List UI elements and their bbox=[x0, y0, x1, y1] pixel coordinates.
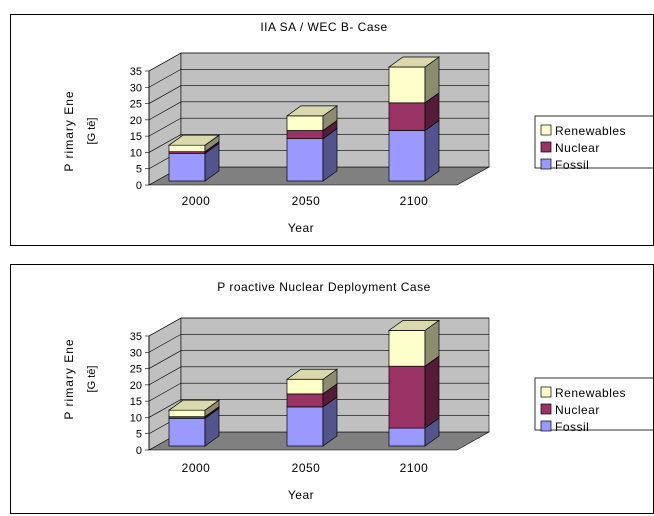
bar-top-2000 bbox=[167, 399, 221, 411]
gridline bbox=[148, 350, 489, 369]
bar-fossil-2050 bbox=[286, 138, 324, 182]
legend-label-fossil: Fossil bbox=[555, 420, 589, 434]
x-axis-label: Year bbox=[288, 488, 314, 502]
gridline bbox=[148, 68, 489, 88]
y-tick-label: 30 bbox=[130, 347, 142, 359]
bar-top-2050 bbox=[285, 368, 339, 380]
gridline bbox=[148, 366, 489, 386]
y-tick-label: 0 bbox=[136, 445, 142, 457]
bar-nuclear-2100 bbox=[388, 365, 426, 429]
legend-box bbox=[534, 115, 653, 169]
y-tick-label: 10 bbox=[130, 412, 142, 424]
chart-proactive-nuclear-svg: P roactive Nuclear Deployment Case 0 5 10 15… bbox=[62, 280, 653, 502]
y-tick-label: 15 bbox=[130, 131, 142, 143]
gridline bbox=[148, 52, 489, 72]
bar-renewables-2050 bbox=[286, 115, 324, 131]
bar-renewables-2100 bbox=[388, 66, 426, 104]
y-tick-label: 25 bbox=[130, 364, 142, 376]
legend-swatch-fossil bbox=[540, 158, 552, 170]
legend-label-renewables: Renewables bbox=[555, 124, 626, 138]
chart-ias-wec-svg: IIA SA / WEC B- Case 0 5 10 15 20 25 30 35 2000 20… bbox=[62, 20, 653, 235]
bar-renewables-2100 bbox=[388, 330, 426, 367]
gridline bbox=[148, 333, 489, 353]
y-tick-label: 20 bbox=[130, 380, 142, 392]
x-tick-label: 2000 bbox=[182, 194, 211, 208]
chart-panel-proactive-nuclear: P roactive Nuclear Deployment Case 0 5 10 15… bbox=[10, 264, 654, 514]
legend-swatch-nuclear bbox=[540, 141, 552, 153]
gridline bbox=[148, 382, 489, 402]
y-tick-label: 35 bbox=[130, 66, 142, 78]
y-tick-label: 30 bbox=[130, 82, 142, 94]
legend-box bbox=[534, 377, 653, 431]
y-tick-label: 10 bbox=[130, 147, 142, 159]
y-tick-label: 20 bbox=[130, 115, 142, 127]
gridline bbox=[148, 399, 489, 418]
bar-top-2100 bbox=[387, 56, 441, 68]
y-tick-label: 5 bbox=[136, 164, 142, 176]
bar-fossil-2000 bbox=[168, 152, 206, 182]
bar-nuclear-2050 bbox=[286, 393, 324, 408]
legend-swatch-nuclear bbox=[540, 403, 552, 415]
bar-fossil-2100 bbox=[388, 427, 426, 447]
gridline bbox=[148, 85, 489, 104]
gridline bbox=[148, 317, 489, 337]
y-tick-label: 0 bbox=[136, 180, 142, 192]
x-tick-label: 2100 bbox=[400, 461, 429, 475]
y-axis-label-line1: P rimary Ene bbox=[62, 338, 76, 419]
bar-fossil-2000 bbox=[168, 417, 206, 447]
gridline bbox=[148, 101, 489, 121]
bar-nuclear-2050 bbox=[286, 130, 324, 140]
x-axis-label: Year bbox=[288, 221, 314, 235]
x-tick-label: 2050 bbox=[292, 194, 321, 208]
chart-title: P roactive Nuclear Deployment Case bbox=[217, 280, 431, 294]
legend-label-nuclear: Nuclear bbox=[555, 141, 600, 155]
bar-side-nuclear-2100 bbox=[424, 355, 440, 429]
bar-nuclear-2100 bbox=[388, 102, 426, 131]
bar-top-2000 bbox=[167, 134, 221, 146]
x-tick-label: 2100 bbox=[400, 194, 429, 208]
y-tick-label: 5 bbox=[136, 429, 142, 441]
bar-top-2050 bbox=[285, 105, 339, 117]
chart-panel-ias-wec: IIA SA / WEC B- Case 0 5 10 15 20 25 30 35 2000 20… bbox=[10, 14, 654, 246]
y-axis-label-line1: P rimary Ene bbox=[62, 90, 76, 171]
legend-swatch-renewables bbox=[540, 386, 552, 398]
bar-fossil-2050 bbox=[286, 406, 324, 447]
x-tick-label: 2000 bbox=[182, 461, 211, 475]
y-tick-label: 25 bbox=[130, 99, 142, 111]
gridline bbox=[148, 134, 489, 153]
bar-fossil-2100 bbox=[388, 130, 426, 182]
chart-title: IIA SA / WEC B- Case bbox=[260, 20, 387, 34]
bar-renewables-2000 bbox=[168, 144, 206, 153]
bar-top-2100 bbox=[387, 320, 441, 331]
x-tick-label: 2050 bbox=[292, 461, 321, 475]
gridline bbox=[148, 117, 489, 137]
y-axis-label-line2: [G tē] bbox=[86, 366, 98, 393]
legend-label-fossil: Fossil bbox=[555, 158, 589, 172]
bar-renewables-2050 bbox=[286, 378, 324, 395]
y-axis-label-line2: [G tē] bbox=[86, 118, 98, 145]
bar-side-fossil-2100 bbox=[424, 119, 440, 182]
y-tick-label: 35 bbox=[130, 331, 142, 343]
bar-renewables-2000 bbox=[168, 409, 206, 418]
legend-label-renewables: Renewables bbox=[555, 386, 626, 400]
y-tick-label: 15 bbox=[130, 396, 142, 408]
legend-label-nuclear: Nuclear bbox=[555, 403, 600, 417]
legend-swatch-fossil bbox=[540, 420, 552, 432]
legend-swatch-renewables bbox=[540, 124, 552, 136]
